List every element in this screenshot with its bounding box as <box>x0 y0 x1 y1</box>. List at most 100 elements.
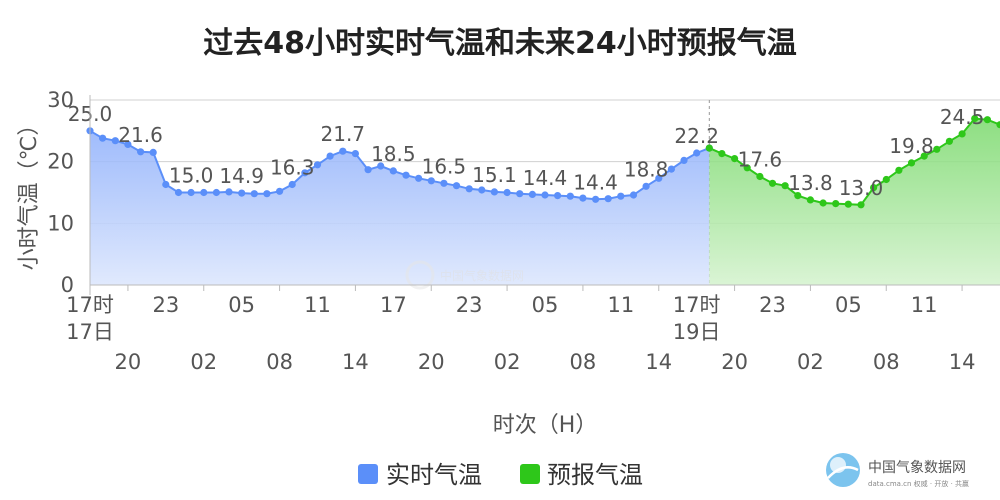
data-point <box>629 191 638 199</box>
x-tick-label: 11 <box>304 293 331 317</box>
data-point <box>705 144 713 152</box>
data-label: 19.8 <box>889 134 934 158</box>
area-layer <box>90 118 1000 285</box>
data-point <box>263 190 271 198</box>
x-tick-label: 23 <box>456 293 483 317</box>
data-point <box>124 140 132 148</box>
data-point <box>301 169 309 177</box>
data-point <box>996 121 1000 129</box>
data-point <box>326 152 334 160</box>
x-tick-label: 20 <box>721 350 748 374</box>
label-layer: 25.021.615.0 14.9 16.321.718.516.5 15.1 14.4… <box>68 102 985 200</box>
x-tick-label: 05 <box>835 293 862 317</box>
data-point <box>313 161 322 169</box>
data-point <box>225 188 233 196</box>
x-tick-label: 08 <box>873 350 900 374</box>
data-point <box>541 191 549 199</box>
x-tick-label: 02 <box>190 350 217 374</box>
x-tick-label: 08 <box>570 350 597 374</box>
data-label: 13.8 <box>788 171 833 195</box>
data-point <box>857 201 865 209</box>
data-point <box>187 188 195 197</box>
data-point <box>250 190 258 198</box>
data-label: 13.0 <box>839 176 884 200</box>
data-point <box>870 184 878 192</box>
data-point <box>693 149 701 157</box>
data-point <box>617 192 625 200</box>
legend-item-1[interactable]: 预报气温 <box>520 461 643 489</box>
data-label: 21.6 <box>118 123 163 147</box>
brand-sub: data.cma.cn 权威 · 开放 · 共赢 <box>868 479 969 488</box>
data-label: 14.4 <box>523 166 568 190</box>
data-label: 15.1 <box>472 163 517 187</box>
x-tick-label: 05 <box>228 293 255 317</box>
x-tick-label: 02 <box>797 350 824 374</box>
x-tick-label: 14 <box>342 350 369 374</box>
data-point <box>528 190 537 198</box>
point-layer <box>86 114 1000 209</box>
data-point <box>718 150 726 158</box>
x-tick-label: 20 <box>418 350 445 374</box>
legend-label-1: 预报气温 <box>547 461 643 489</box>
data-point <box>945 137 954 145</box>
data-point <box>680 156 688 164</box>
legend-item-0[interactable]: 实时气温 <box>358 461 482 489</box>
x-tick-label: 23 <box>152 293 179 317</box>
data-point <box>377 162 385 170</box>
legend-label-0: 实时气温 <box>386 461 482 489</box>
data-label: 16.5 <box>422 154 467 178</box>
x-tick-label: 23 <box>759 293 786 317</box>
x-tick-label: 02 <box>494 350 521 374</box>
data-point <box>781 182 789 190</box>
data-label: 16.3 <box>270 155 315 179</box>
data-point <box>452 182 461 190</box>
data-point <box>212 188 220 197</box>
axis-layer: 0 10 20 30 17时 17日 23 05 11 17 23 05 11 17时 19日 23 05 11 2… <box>47 88 1000 374</box>
data-label: 17.6 <box>738 147 783 171</box>
data-point <box>427 177 435 185</box>
data-point <box>351 150 359 158</box>
data-point <box>478 186 486 194</box>
data-point <box>516 190 524 198</box>
data-point <box>174 188 183 197</box>
data-point <box>162 180 170 189</box>
data-label: 14.4 <box>573 170 618 194</box>
brand-logo: 中国气象数据网 data.cma.cn 权威 · 开放 · 共赢 <box>826 453 969 488</box>
x-tick-label: 11 <box>911 293 938 317</box>
y-tick-label: 0 <box>61 273 74 297</box>
data-point <box>288 180 296 189</box>
x-tick-label: 17时 <box>66 293 114 317</box>
legend-swatch-icon <box>520 464 540 484</box>
data-point <box>554 192 562 200</box>
data-label: 21.7 <box>321 122 366 146</box>
x-tick-label: 17 <box>380 293 407 317</box>
data-point <box>592 195 600 203</box>
data-point <box>402 171 410 179</box>
data-label: 24.5 <box>940 105 985 129</box>
x-tick-label: 08 <box>266 350 293 374</box>
data-point <box>503 188 511 197</box>
data-label: 18.8 <box>624 157 669 181</box>
data-point <box>743 164 751 172</box>
data-point <box>832 200 840 208</box>
data-point <box>276 187 284 195</box>
data-point <box>415 174 423 182</box>
data-point <box>819 199 827 207</box>
chart-title: 过去48小时实时气温和未来24小时预报气温 <box>203 26 797 61</box>
data-point <box>364 166 372 174</box>
y-axis-title: 小时气温（℃） <box>17 114 42 271</box>
data-point <box>490 188 498 196</box>
x-axis-title: 时次（H） <box>493 413 598 438</box>
data-point <box>238 189 246 197</box>
data-point <box>933 145 941 153</box>
data-point <box>971 114 979 123</box>
y-tick-label: 10 <box>47 211 74 235</box>
data-point <box>339 147 347 155</box>
data-label: 14.9 <box>219 164 264 188</box>
data-label: 22.2 <box>674 124 719 148</box>
series-area-1 <box>709 118 1000 285</box>
data-point <box>440 179 448 187</box>
watermark-text: 中国气象数据网 <box>440 268 524 283</box>
watermark: 中国气象数据网 <box>405 260 524 290</box>
